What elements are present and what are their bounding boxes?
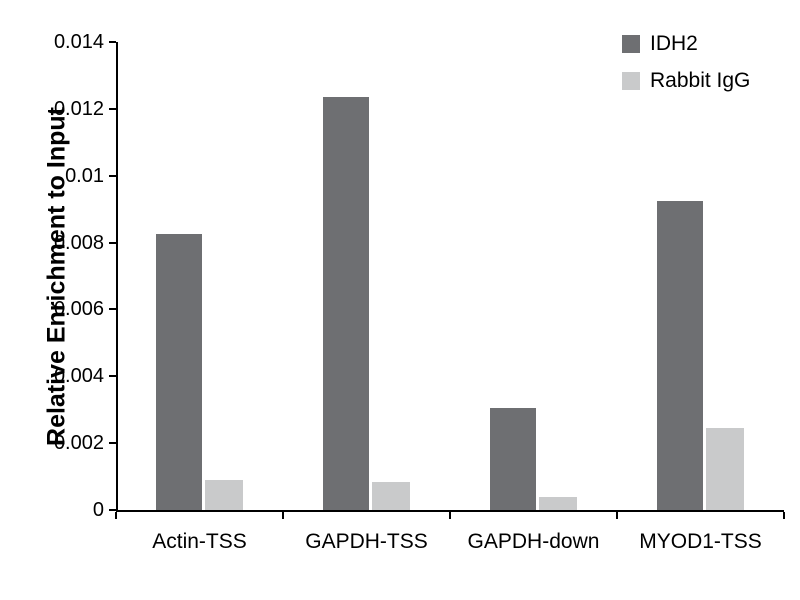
y-tick-label: 0.006	[53, 298, 104, 321]
legend-label: Rabbit IgG	[650, 69, 751, 92]
y-tick-mark	[109, 308, 116, 311]
bar-rabbit-igg	[706, 428, 744, 510]
y-tick-label: 0.014	[53, 31, 104, 53]
legend-swatch	[622, 35, 640, 53]
x-tick-label: GAPDH-down	[467, 530, 600, 553]
y-axis-line	[116, 42, 118, 510]
bar-rabbit-igg	[205, 479, 243, 510]
legend-label: IDH2	[650, 32, 698, 55]
x-tick-label: GAPDH-TSS	[305, 530, 428, 553]
bar-rabbit-igg	[372, 481, 410, 510]
legend: IDH2 Rabbit IgG	[622, 32, 750, 106]
x-tick-label: MYOD1-TSS	[639, 530, 762, 553]
y-tick-label: 0.008	[53, 231, 104, 254]
x-tick-mark	[115, 512, 117, 519]
legend-item-rabbit-igg: Rabbit IgG	[622, 69, 750, 93]
bar-idh2	[156, 234, 202, 510]
x-tick-mark	[783, 512, 785, 519]
y-tick-label: 0.012	[53, 97, 104, 120]
y-tick-mark	[109, 375, 116, 378]
bar-idh2	[657, 200, 703, 510]
y-tick-mark	[109, 241, 116, 244]
x-tick-mark	[282, 512, 284, 519]
y-tick-mark	[109, 41, 116, 43]
y-tick-label: 0.004	[53, 365, 104, 388]
bar-idh2	[490, 408, 536, 510]
y-tick-label: 0.002	[53, 432, 104, 455]
y-tick-mark	[109, 174, 116, 177]
y-tick-mark	[109, 107, 116, 110]
y-tick-mark	[109, 509, 116, 511]
y-tick-label: 0.01	[65, 164, 104, 187]
x-tick-label: Actin-TSS	[152, 530, 247, 553]
legend-item-idh2: IDH2	[622, 32, 750, 56]
x-tick-mark	[449, 512, 451, 519]
bar-rabbit-igg	[539, 496, 577, 510]
x-tick-mark	[616, 512, 618, 519]
x-axis-line	[116, 510, 784, 512]
y-tick-label: 0	[92, 499, 104, 521]
y-tick-mark	[109, 442, 116, 445]
bar-idh2	[323, 97, 369, 510]
legend-swatch	[622, 72, 640, 90]
